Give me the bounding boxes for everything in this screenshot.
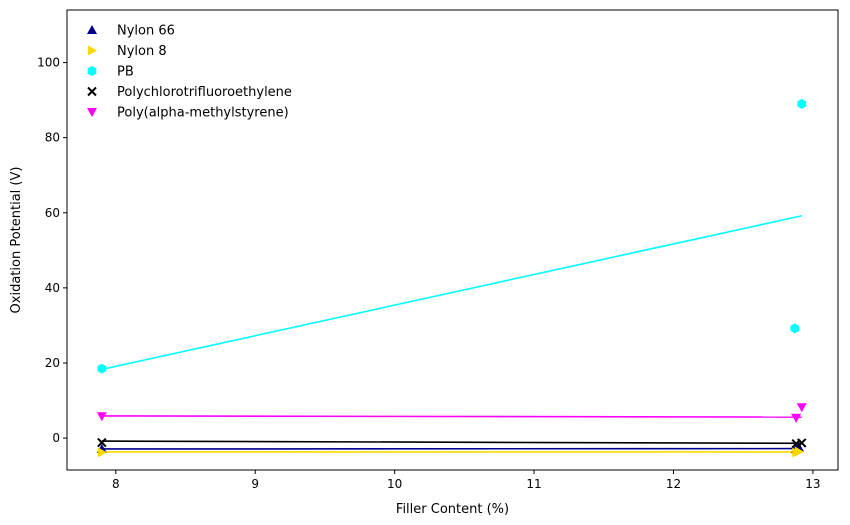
legend-marker (88, 45, 97, 56)
legend-marker (87, 25, 97, 34)
y-tick-label: 20 (45, 356, 60, 370)
fit-line (101, 214, 802, 371)
data-point (797, 98, 807, 109)
data-point (797, 438, 807, 448)
x-axis-label: Filler Content (%) (396, 502, 509, 517)
fit-lines (101, 214, 802, 453)
legend-marker (87, 66, 97, 76)
y-tick-label: 100 (37, 56, 60, 70)
x-tick-label: 11 (526, 477, 541, 491)
data-point (96, 412, 107, 422)
data-point (796, 403, 807, 413)
legend-label: Nylon 66 (117, 24, 175, 39)
y-axis-ticks: 0 20 40 60 80 100 (37, 56, 67, 445)
y-tick-label: 40 (45, 281, 60, 295)
x-tick-label: 10 (387, 477, 402, 491)
legend-label: Polychlorotrifluoroethylene (117, 85, 292, 100)
data-point (791, 413, 802, 423)
legend: Nylon 66 Nylon 8 PB Polychlorotrifluoroethy… (87, 24, 292, 121)
legend-label: Nylon 8 (117, 44, 167, 59)
legend-marker (87, 86, 97, 97)
y-axis-label: Oxidation Potential (V) (9, 167, 24, 314)
x-tick-label: 9 (251, 477, 259, 491)
y-tick-label: 80 (45, 131, 60, 145)
x-tick-label: 8 (112, 477, 120, 491)
data-point (97, 363, 107, 374)
y-tick-label: 60 (45, 206, 60, 220)
y-tick-label: 0 (52, 431, 60, 445)
legend-marker (87, 108, 97, 117)
x-tick-label: 13 (805, 477, 820, 491)
legend-label: Poly(alpha-methylstyrene) (117, 106, 289, 121)
fit-line (101, 440, 802, 445)
data-point (97, 437, 107, 448)
data-points (96, 98, 807, 458)
data-point (790, 323, 800, 334)
x-tick-label: 12 (666, 477, 681, 491)
x-axis-ticks: 8 9 10 11 12 13 (112, 470, 821, 491)
data-point (97, 447, 107, 458)
fit-line (101, 415, 802, 418)
legend-label: PB (117, 65, 134, 80)
data-point (794, 446, 804, 457)
plot-frame (66, 9, 839, 471)
